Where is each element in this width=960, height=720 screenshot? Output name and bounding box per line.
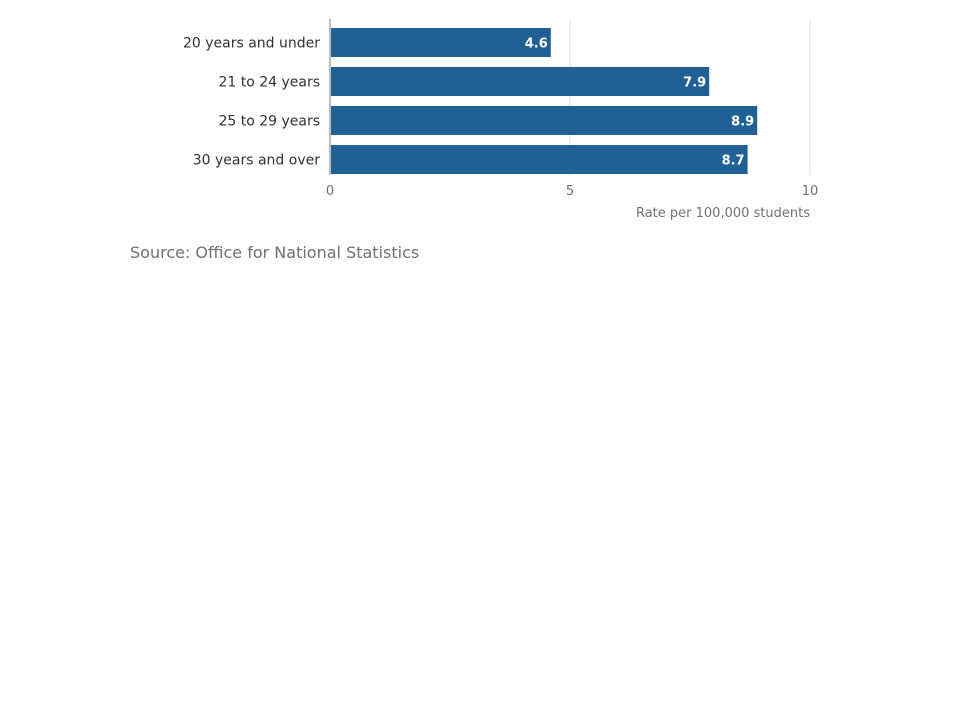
source-note: Source: Office for National Statistics <box>130 243 419 262</box>
bar <box>330 145 748 174</box>
category-label: 30 years and over <box>193 153 320 169</box>
category-label: 20 years and under <box>183 36 320 52</box>
data-label: 8.9 <box>731 115 754 130</box>
data-label: 4.6 <box>525 37 548 52</box>
bar <box>330 106 757 135</box>
x-axis-label: Rate per 100,000 students <box>636 206 810 221</box>
category-label: 25 to 29 years <box>218 114 320 130</box>
bar <box>330 28 551 57</box>
data-label: 7.9 <box>683 76 706 91</box>
x-tick-label: 10 <box>802 184 819 199</box>
data-label: 8.7 <box>722 154 745 169</box>
bar-chart: 4.6 7.9 8.9 8.7 20 years and under 21 to 24 … <box>0 0 960 235</box>
x-tick-label: 0 <box>326 184 334 199</box>
bar <box>330 67 709 96</box>
category-label: 21 to 24 years <box>218 75 320 91</box>
category-labels: 20 years and under 21 to 24 years 25 to 29… <box>183 36 320 169</box>
x-tick-label: 5 <box>566 184 574 199</box>
x-tick-labels: 0 5 10 <box>326 184 818 199</box>
bars: 4.6 7.9 8.9 8.7 <box>330 28 757 174</box>
